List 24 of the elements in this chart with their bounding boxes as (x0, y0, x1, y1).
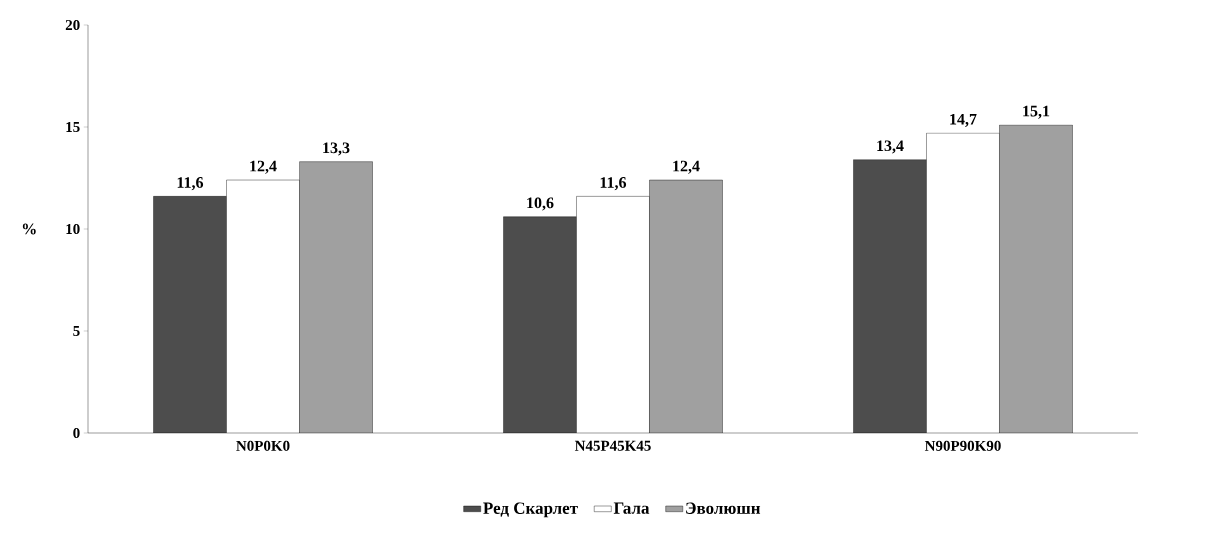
x-tick-label: N45P45K45 (574, 440, 651, 451)
data-label: 12,4 (673, 160, 700, 174)
data-label: 14,7 (950, 113, 977, 127)
data-label: 15,1 (1023, 105, 1050, 119)
x-tick-label: N90P90K90 (924, 440, 1001, 451)
data-label: 11,6 (600, 177, 627, 191)
y-axis-title: % (22, 223, 36, 235)
bar (153, 196, 227, 433)
y-tick-label: 15 (66, 121, 80, 133)
legend-label: Эволюшн (686, 502, 761, 514)
legend-label: Ред Скарлет (483, 502, 578, 518)
y-tick-label: 20 (65, 19, 80, 31)
y-tick-label: 5 (73, 326, 80, 336)
x-tick-label: N0P0K0 (236, 440, 290, 451)
data-label: 10,6 (527, 197, 554, 211)
y-tick-label: 0 (73, 427, 80, 439)
bar (503, 216, 577, 433)
legend-label: Гала (613, 502, 650, 514)
data-label: 11,6 (177, 177, 204, 191)
data-label: 13,3 (323, 142, 350, 156)
data-label: 13,4 (877, 140, 904, 154)
bar (853, 159, 927, 433)
y-tick-label: 10 (66, 223, 80, 235)
data-label: 12,4 (250, 160, 277, 174)
